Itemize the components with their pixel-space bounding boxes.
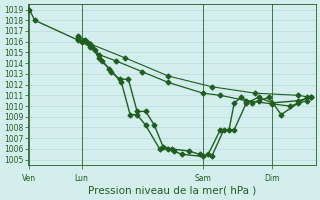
X-axis label: Pression niveau de la mer( hPa ): Pression niveau de la mer( hPa ) (88, 186, 256, 196)
